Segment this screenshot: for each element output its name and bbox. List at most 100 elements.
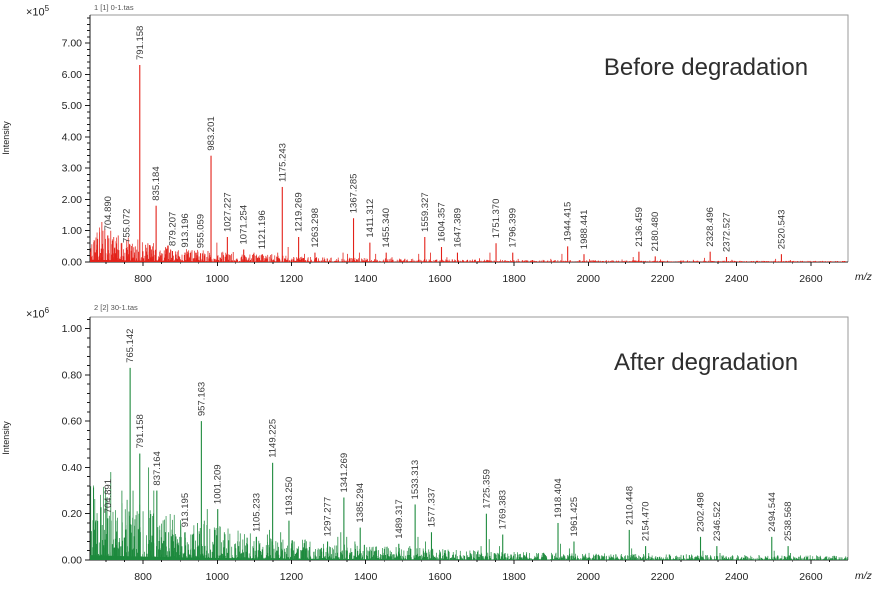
peak-label: 2346.522 <box>712 501 723 541</box>
panel-title-before: Before degradation <box>603 54 809 81</box>
y-tick-label: 0.40 <box>62 462 83 474</box>
x-tick-label: 1400 <box>354 571 378 583</box>
y-axis-title-after: Intensity <box>1 421 11 455</box>
peak-label: 1219.269 <box>294 192 305 232</box>
peak-label: 1027.227 <box>222 192 233 232</box>
peak-labels: 704.891 765.142 791.158 837.164 913.195 957.1… <box>103 329 794 542</box>
peak-label: 791.158 <box>135 414 146 448</box>
peak-label: 1263.298 <box>310 208 321 248</box>
peak-label: 2328.496 <box>705 207 716 247</box>
peak-label: 1944.415 <box>563 202 574 242</box>
labeled-peaks <box>107 367 789 560</box>
peak-label: 2302.498 <box>696 492 707 532</box>
unlabeled-peaks <box>94 467 791 560</box>
x-tick-label: 1600 <box>428 571 452 583</box>
x-tick-label: 2600 <box>799 571 823 583</box>
x-tick-label: 1800 <box>502 273 526 285</box>
peak-label: 2110.448 <box>624 486 635 525</box>
x-axis: 800 1000 1200 1400 1600 1800 2000 2200 2400 2600 <box>105 560 830 583</box>
peak-label: 1604.357 <box>436 202 447 242</box>
peak-label: 2538.568 <box>783 501 794 541</box>
y-tick-label: 0.00 <box>62 257 83 269</box>
unlabeled-peaks <box>93 221 791 262</box>
peak-label: 1796.399 <box>508 208 519 248</box>
trace-label-before: 1 [1] 0-1.tas <box>94 3 134 12</box>
y-tick-label: 4.00 <box>62 131 83 143</box>
y-tick-label: 1.00 <box>62 323 83 335</box>
peak-label: 1341.269 <box>339 453 350 493</box>
peak-label: 2180.480 <box>650 212 661 252</box>
panel-title-after: After degradation <box>613 349 799 376</box>
x-tick-label: 1000 <box>206 273 230 285</box>
peak-label: 1367.285 <box>349 174 360 214</box>
y-scale-base-before: ×10 <box>26 6 45 19</box>
x-axis: 800 1000 1200 1400 1600 1800 2000 2200 2400 2600 <box>105 262 830 285</box>
peak-label: 2494.544 <box>767 492 778 532</box>
peak-label: 879.207 <box>167 212 178 246</box>
peak-label: 957.163 <box>196 382 207 416</box>
x-tick-label: 1200 <box>280 273 304 285</box>
y-axis-title-before: Intensity <box>1 121 11 155</box>
peak-label: 1751.370 <box>491 199 502 239</box>
peak-label: 1385.294 <box>355 483 366 523</box>
y-tick-label: 6.00 <box>62 69 83 81</box>
peak-label: 1918.404 <box>553 478 564 518</box>
peak-label: 1769.383 <box>498 490 509 530</box>
x-tick-label: 2600 <box>799 273 823 285</box>
y-tick-label: 3.00 <box>62 163 83 175</box>
y-tick-label: 0.80 <box>62 369 83 381</box>
y-axis: 0.00 1.00 2.00 3.00 4.00 5.00 6.00 7.00 <box>62 17 90 269</box>
spectrum-panel-before: 0.00 1.00 2.00 3.00 4.00 5.00 6.00 7.00 800 1000 1… <box>62 14 849 285</box>
noise-trace <box>90 485 848 560</box>
peak-label: 983.201 <box>206 116 217 150</box>
x-axis-title-before: m/z <box>855 271 872 283</box>
y-tick-label: 1.00 <box>62 225 83 237</box>
x-tick-label: 1600 <box>428 273 452 285</box>
x-tick-label: 1200 <box>280 571 304 583</box>
x-tick-label: 800 <box>134 571 152 583</box>
x-tick-label: 1400 <box>354 273 378 285</box>
y-scale-label-after: ×106 <box>26 306 49 321</box>
peak-label: 837.164 <box>152 451 163 485</box>
y-tick-label: 7.00 <box>62 38 83 50</box>
y-tick-label: 5.00 <box>62 100 83 112</box>
trace-label-after: 2 [2] 30-1.tas <box>94 303 138 312</box>
peak-labels: 704.890 755.072 791.158 835.184 879.207 913.1… <box>103 26 788 252</box>
peak-label: 1725.359 <box>481 469 492 509</box>
x-tick-label: 1800 <box>502 571 526 583</box>
peak-label: 1297.277 <box>323 497 334 537</box>
x-tick-label: 2200 <box>651 273 675 285</box>
y-axis: 0.00 0.20 0.40 0.60 0.80 1.00 <box>62 318 90 567</box>
y-scale-base-after: ×10 <box>26 308 45 321</box>
peak-label: 1071.254 <box>239 205 250 245</box>
peak-label: 955.059 <box>196 214 207 248</box>
peak-label: 913.196 <box>180 213 191 247</box>
y-tick-label: 0.60 <box>62 416 83 428</box>
x-tick-label: 2000 <box>577 571 601 583</box>
peak-label: 1533.313 <box>410 460 421 500</box>
labeled-peaks <box>107 65 782 262</box>
peak-label: 791.158 <box>135 26 146 60</box>
y-scale-label-before: ×105 <box>26 4 49 19</box>
x-tick-label: 800 <box>134 273 152 285</box>
peak-label: 1647.389 <box>452 208 463 248</box>
peak-label: 1988.441 <box>579 210 590 250</box>
x-tick-label: 1000 <box>206 571 230 583</box>
peak-label: 1411.312 <box>365 199 376 238</box>
peak-label: 2136.459 <box>634 207 645 247</box>
peak-label: 835.184 <box>151 166 162 200</box>
y-tick-label: 2.00 <box>62 194 83 206</box>
peak-label: 1175.243 <box>277 143 288 182</box>
peak-label: 1577.337 <box>426 488 437 528</box>
x-tick-label: 2200 <box>651 571 675 583</box>
y-tick-label: 0.20 <box>62 508 83 520</box>
peak-label: 1559.327 <box>420 192 431 232</box>
peak-label: 2520.543 <box>776 210 787 250</box>
peak-label: 1455.340 <box>381 208 392 248</box>
peak-label: 2372.527 <box>722 212 733 252</box>
peak-label: 1961.425 <box>569 497 580 537</box>
x-tick-label: 2400 <box>725 273 749 285</box>
peak-label: 1121.196 <box>257 210 268 249</box>
spectrum-panel-after: 0.00 0.20 0.40 0.60 0.80 1.00 800 1000 1200 1400 1… <box>62 316 849 583</box>
